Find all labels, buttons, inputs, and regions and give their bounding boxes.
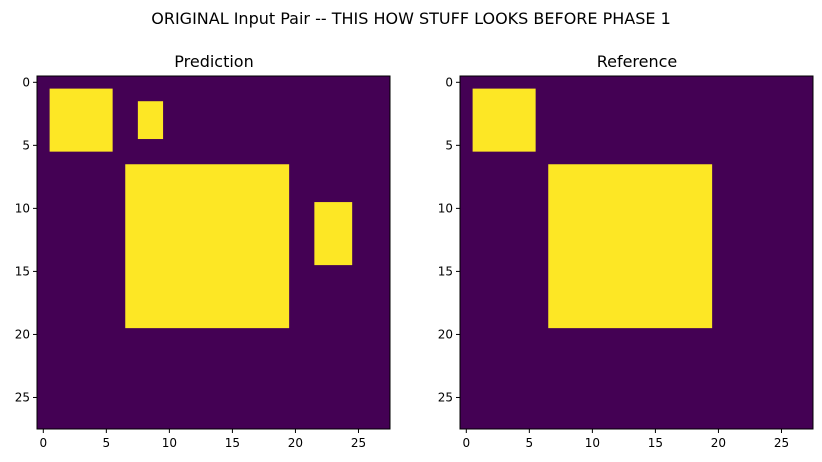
y-tick-label: 20 [438, 327, 453, 341]
figure-suptitle: ORIGINAL Input Pair -- THIS HOW STUFF LO… [151, 9, 671, 28]
axes-frame [36, 75, 391, 430]
panel-prediction: Prediction 0 5 10 15 20 25 0 5 10 15 20 25 [15, 52, 391, 450]
y-tick-label: 15 [438, 264, 453, 278]
y-tick-label: 5 [22, 138, 30, 152]
x-tick-label: 20 [711, 436, 726, 450]
axes-frame [459, 75, 814, 430]
x-tick-label: 15 [648, 436, 663, 450]
heatmap-block-2 [548, 164, 713, 329]
x-tick-label: 0 [462, 436, 470, 450]
x-tick-label: 25 [774, 436, 789, 450]
heatmap-block-4 [314, 202, 353, 266]
y-tick-label: 25 [15, 390, 30, 404]
x-tick-label: 0 [39, 436, 47, 450]
heatmap-block-3 [125, 164, 290, 329]
x-tick-label: 5 [526, 436, 534, 450]
x-tick-label: 10 [162, 436, 177, 450]
x-tick-label: 15 [225, 436, 240, 450]
y-tick-label: 5 [445, 138, 453, 152]
y-tick-label: 0 [22, 75, 30, 89]
y-tick-label: 10 [15, 201, 30, 215]
x-tick-label: 5 [103, 436, 111, 450]
y-tick-label: 20 [15, 327, 30, 341]
x-tick-label: 10 [585, 436, 600, 450]
panel-title-reference: Reference [597, 52, 678, 71]
heatmap-block-1 [49, 88, 113, 152]
x-tick-label: 25 [351, 436, 366, 450]
y-tick-label: 10 [438, 201, 453, 215]
y-tick-label: 15 [15, 264, 30, 278]
x-tick-label: 20 [288, 436, 303, 450]
heatmap-block-1 [472, 88, 536, 152]
panel-title-prediction: Prediction [174, 52, 253, 71]
heatmap-block-2 [137, 101, 164, 140]
panel-reference: Reference 0 5 10 15 20 25 0 5 10 15 20 25 [438, 52, 814, 450]
y-tick-label: 0 [445, 75, 453, 89]
y-tick-label: 25 [438, 390, 453, 404]
